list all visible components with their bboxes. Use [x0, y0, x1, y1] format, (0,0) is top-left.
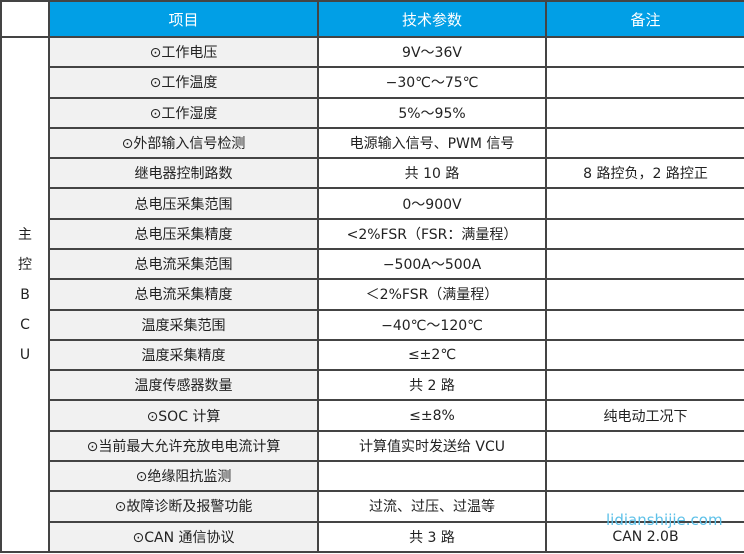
note-cell: CAN 2.0B — [545, 520, 744, 553]
note-cell — [545, 217, 744, 250]
table-row: ⊙工作湿度 5%～95% — [1, 96, 744, 129]
table-row: 主控 B C U ⊙工作电压 9V～36V — [0, 35, 744, 553]
table-row: ⊙工作温度 −30℃～75℃ — [1, 66, 744, 99]
note-cell — [545, 247, 744, 281]
table-row: ⊙当前最大允许充放电电流计算 计算值实时发送给 VCU — [1, 429, 744, 462]
note-cell — [545, 369, 744, 402]
item-cell: ⊙CAN 通信协议 — [48, 520, 319, 553]
item-cell: ⊙当前最大允许充放电电流计算 — [48, 429, 319, 462]
table-row: 总电流采集精度 ＜2%FSR（满量程） — [1, 278, 744, 311]
item-cell: ⊙绝缘阻抗监测 — [48, 459, 319, 493]
item-cell: ⊙工作电压 — [48, 35, 319, 69]
table-row: ⊙绝缘阻抗监测 — [1, 459, 744, 493]
param-cell: ＜2%FSR（满量程） — [317, 278, 547, 311]
side-label-char: B — [20, 286, 30, 303]
header-blank — [0, 0, 50, 38]
note-cell — [545, 35, 744, 69]
note-cell — [545, 187, 744, 220]
table-row: ⊙CAN 通信协议共 3 路 CAN 2.0B — [1, 520, 744, 553]
item-cell: 总电压采集精度 — [48, 217, 319, 250]
table-row: 总电流采集范围 −500A～500A — [1, 247, 744, 281]
item-cell: 总电流采集精度 — [48, 278, 319, 311]
side-label-char: U — [19, 346, 31, 363]
side-label-char: C — [20, 316, 30, 333]
item-cell: 温度传感器数量 — [48, 369, 319, 402]
param-cell: ≤±2℃ — [317, 338, 547, 372]
note-cell — [545, 96, 744, 129]
table-row: ⊙SOC 计算 ≤±8% 纯电动工况下 — [1, 399, 744, 432]
param-cell: 共 2 路 — [317, 369, 547, 402]
header-note: 备注 — [545, 0, 744, 38]
table-row: 温度采集范围 −40℃～120℃ — [1, 308, 744, 341]
note-cell — [545, 66, 744, 99]
table-row: 温度采集精度 ≤±2℃ — [1, 338, 744, 372]
item-cell: ⊙故障诊断及报警功能 — [48, 490, 319, 523]
item-cell: ⊙工作温度 — [48, 66, 319, 99]
note-cell — [545, 278, 744, 311]
note-cell — [545, 459, 744, 493]
header-row: 项目 技术参数 备注 — [0, 0, 744, 38]
param-cell: <2%FSR（FSR：满量程） — [317, 217, 547, 250]
item-cell: 温度采集范围 — [48, 308, 319, 341]
note-cell — [545, 308, 744, 341]
item-cell: 温度采集精度 — [48, 338, 319, 372]
param-cell: −40℃～120℃ — [317, 308, 547, 341]
param-cell: 5%～95% — [317, 96, 547, 129]
note-cell: 纯电动工况下 — [545, 399, 744, 432]
table-row: 总电压采集精度 <2%FSR（FSR：满量程） — [1, 217, 744, 250]
param-cell: ≤±8% — [317, 399, 547, 432]
item-cell: 总电压采集范围 — [48, 187, 319, 220]
param-cell: 共 10 路 — [317, 157, 547, 190]
item-cell: 继电器控制路数 — [48, 157, 319, 190]
param-cell: 计算值实时发送给 VCU — [317, 429, 547, 462]
table-row: ⊙故障诊断及报警功能 过流、过压、过温等 — [1, 490, 744, 523]
item-cell: 总电流采集范围 — [48, 247, 319, 281]
param-cell: 电源输入信号、PWM 信号 — [317, 126, 547, 160]
param-cell: 共 3 路 — [317, 520, 547, 553]
param-cell: 9V～36V — [317, 35, 547, 69]
table-row: 温度传感器数量共 2 路 — [1, 369, 744, 402]
header-item: 项目 — [48, 0, 319, 38]
param-cell: −500A～500A — [317, 247, 547, 281]
note-cell — [545, 338, 744, 372]
item-cell: ⊙工作湿度 — [48, 96, 319, 129]
param-cell — [317, 459, 547, 493]
watermark: lidianshijie.com — [606, 511, 723, 529]
param-cell: −30℃～75℃ — [317, 66, 547, 99]
param-cell: 过流、过压、过温等 — [317, 490, 547, 523]
side-label-char: 主 — [18, 226, 32, 243]
param-cell: 0～900V — [317, 187, 547, 220]
table-row: ⊙外部输入信号检测 电源输入信号、PWM 信号 — [1, 126, 744, 160]
item-cell: ⊙外部输入信号检测 — [48, 126, 319, 160]
note-cell — [545, 126, 744, 160]
note-cell — [545, 490, 744, 523]
header-param: 技术参数 — [317, 0, 547, 38]
item-cell: ⊙SOC 计算 — [48, 399, 319, 432]
side-label-char: 控 — [18, 256, 32, 273]
note-cell: 8 路控负，2 路控正 — [545, 157, 744, 190]
note-cell — [545, 429, 744, 462]
table-row: 总电压采集范围 0～900V — [1, 187, 744, 220]
